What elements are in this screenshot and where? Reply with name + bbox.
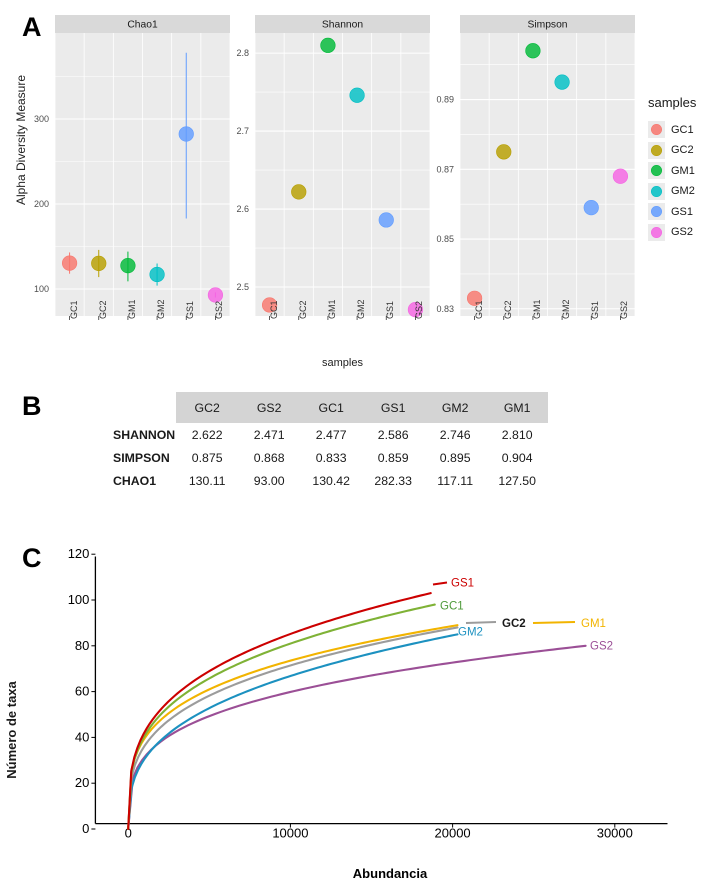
svg-text:GS1: GS1	[451, 578, 474, 590]
svg-text:20000: 20000	[435, 826, 471, 841]
svg-text:120: 120	[68, 546, 90, 561]
svg-text:40: 40	[75, 729, 89, 744]
svg-text:Simpson: Simpson	[527, 20, 567, 31]
svg-text:GS2: GS2	[590, 641, 613, 653]
svg-text:0: 0	[82, 821, 89, 836]
svg-text:GM1: GM1	[581, 618, 606, 630]
svg-text:100: 100	[68, 592, 90, 607]
svg-text:30000: 30000	[597, 826, 633, 841]
svg-text:0.89: 0.89	[436, 95, 454, 105]
svg-text:200: 200	[34, 199, 49, 209]
svg-text:GM2: GM2	[458, 627, 483, 639]
svg-text:Número de taxa: Número de taxa	[4, 680, 19, 778]
svg-text:10000: 10000	[272, 826, 308, 841]
svg-text:Chao1: Chao1	[127, 20, 158, 31]
svg-text:20: 20	[75, 775, 89, 790]
svg-text:Shannon: Shannon	[322, 20, 364, 31]
svg-text:0.83: 0.83	[436, 304, 454, 314]
svg-text:100: 100	[34, 284, 49, 294]
svg-text:C: C	[22, 543, 42, 573]
svg-text:0.85: 0.85	[436, 234, 454, 244]
svg-text:Abundancia: Abundancia	[353, 866, 428, 881]
svg-text:80: 80	[75, 638, 89, 653]
svg-text:2.5: 2.5	[236, 282, 249, 292]
svg-text:GC1: GC1	[440, 601, 464, 613]
svg-text:60: 60	[75, 684, 89, 699]
svg-text:300: 300	[34, 114, 49, 124]
svg-text:2.6: 2.6	[236, 204, 249, 214]
svg-text:2.7: 2.7	[236, 126, 249, 136]
svg-text:GC2: GC2	[502, 618, 526, 630]
svg-text:0.87: 0.87	[436, 164, 454, 174]
svg-text:2.8: 2.8	[236, 48, 249, 58]
